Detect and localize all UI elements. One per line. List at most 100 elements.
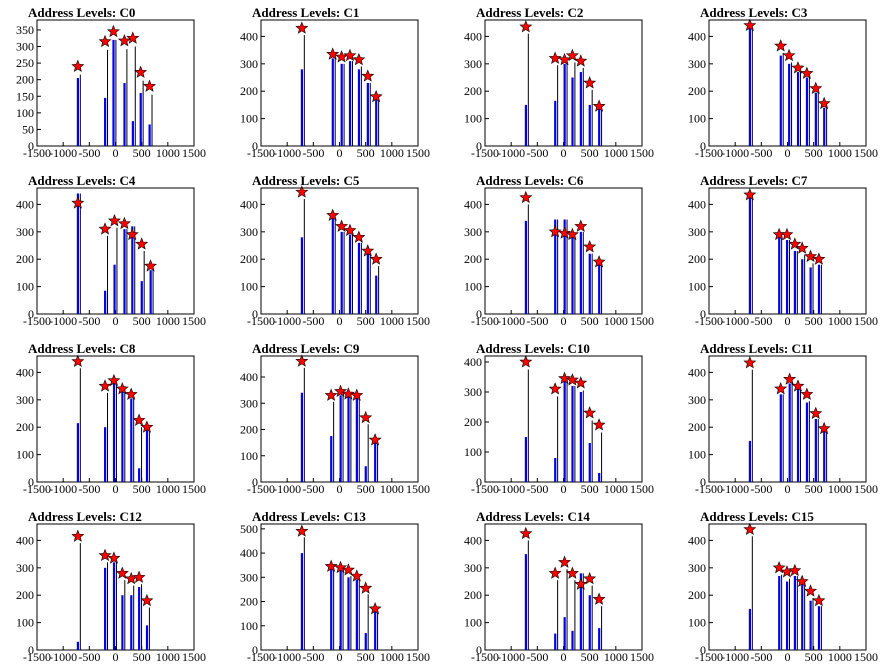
histogram-bar: [788, 63, 791, 146]
y-tick-label: 100: [240, 112, 258, 126]
peak-star-marker: [817, 96, 831, 110]
histogram-bar: [778, 576, 781, 650]
peak-star-marker: [350, 388, 364, 401]
peak-star-marker: [558, 226, 572, 239]
y-tick-label: 100: [464, 616, 482, 630]
y-tick-label: 300: [688, 57, 706, 71]
peak-star-marker: [574, 376, 588, 389]
x-tick-label: 500: [357, 314, 375, 328]
x-tick-label: -1000: [273, 146, 301, 160]
chart-panel-c13: 0 100 200 300 400 500 -1500 -1000 -500 0 500 1000 15…: [224, 504, 448, 672]
y-tick-label: 500: [240, 522, 258, 536]
histogram-bar: [131, 121, 134, 146]
y-tick-label: 100: [688, 112, 706, 126]
chart-title: Address Levels: C1: [252, 5, 360, 20]
y-tick-label: 0: [700, 139, 706, 153]
chart-svg: 0 50 100 150 200 250 300 350 -1500-1000 -500 0 500 1…: [16, 19, 206, 160]
peak-star-marker: [565, 373, 579, 386]
chart-panel-c9: 0 100 200 300 400 -1500 -1000 -500 0 500 1000 1500 A…: [224, 336, 448, 504]
peak-star-marker: [795, 241, 809, 254]
chart-title: Address Levels: C0: [28, 5, 136, 20]
x-tick-label: 500: [805, 314, 823, 328]
y-tick-label: 100: [464, 280, 482, 294]
peak-star-marker: [98, 548, 112, 562]
peak-star-marker: [295, 21, 309, 34]
y-tick-label: 400: [464, 355, 482, 369]
chart-title: Address Levels: C4: [28, 173, 136, 188]
x-tick-label: 0: [113, 482, 119, 496]
histogram-bar: [76, 78, 80, 146]
x-tick-label: 1500: [854, 146, 878, 160]
histogram-bar: [121, 595, 124, 650]
histogram-bar: [366, 83, 369, 146]
y-tick-label: 100: [688, 616, 706, 630]
y-tick-label: 100: [240, 449, 258, 463]
peak-star-marker: [335, 219, 349, 232]
x-tick-label: 1500: [630, 650, 654, 664]
y-tick-label: 200: [464, 588, 482, 602]
histogram-bar: [123, 83, 126, 146]
y-tick-label: 400: [16, 197, 34, 211]
x-tick-label: -1000: [49, 650, 77, 664]
histogram-bar: [563, 617, 566, 650]
peak-star-marker: [548, 225, 562, 238]
histogram-bar: [145, 625, 149, 650]
peak-star-marker: [795, 574, 809, 588]
histogram-bar: [588, 104, 591, 146]
peak-star-marker: [71, 196, 85, 209]
peak-star-marker: [809, 406, 823, 420]
x-tick-label: -1500: [695, 650, 723, 664]
peak-star-marker: [361, 244, 375, 257]
chart-svg: 0 100 200 300 400 -1500-1000 -500 0 500 1000 1500: [240, 185, 430, 328]
x-tick-label: 1000: [380, 146, 404, 160]
x-tick-label: -1000: [49, 314, 77, 328]
histogram-bar: [340, 231, 343, 314]
x-tick-label: 500: [357, 650, 375, 664]
histogram-bar: [571, 77, 574, 146]
peak-star-marker: [592, 99, 606, 112]
y-tick-label: 100: [464, 112, 482, 126]
chart-svg: 0 100 200 300 400 -1500-1000 -500 0 500 1000 1500: [688, 522, 878, 664]
x-tick-label: 1500: [630, 146, 654, 160]
histogram-bar: [779, 55, 782, 146]
x-tick-label: -500: [302, 314, 324, 328]
y-tick-label: 250: [16, 56, 34, 70]
peak-star-marker: [324, 559, 338, 572]
chart-svg: 0 100 200 300 400 -1500-1000 -500 0 500 1000 1500: [16, 523, 206, 664]
peak-star-marker: [71, 529, 85, 542]
chart-title: Address Levels: C10: [476, 341, 590, 356]
chart-panel-c14: 0 100 200 300 400 -1500 -1000 -500 0 500 1000 1500 A…: [448, 504, 672, 672]
histogram-bar: [793, 251, 797, 314]
y-tick-label: 300: [688, 561, 706, 575]
y-tick-label: 200: [240, 84, 258, 98]
histogram-bar: [76, 193, 80, 314]
histogram-bar: [130, 595, 133, 650]
histogram-bar: [140, 281, 143, 314]
histogram-bar: [788, 383, 791, 482]
x-tick-label: 500: [805, 482, 823, 496]
y-tick-label: 0: [28, 643, 34, 657]
x-tick-label: -1500: [247, 146, 275, 160]
y-tick-label: 100: [464, 445, 482, 459]
x-tick-label: -500: [526, 146, 548, 160]
y-tick-label: 400: [464, 197, 482, 211]
y-tick-label: 200: [688, 252, 706, 266]
peak-star-marker: [132, 570, 146, 583]
y-tick-label: 100: [240, 619, 258, 633]
y-tick-label: 100: [16, 106, 34, 120]
peak-star-marker: [565, 48, 579, 62]
x-tick-label: 500: [133, 482, 151, 496]
histogram-bar: [348, 234, 352, 314]
y-tick-label: 300: [464, 225, 482, 239]
peak-star-marker: [519, 526, 533, 540]
y-tick-label: 100: [240, 280, 258, 294]
y-tick-label: 100: [16, 280, 34, 294]
histogram-bar: [809, 267, 812, 314]
peak-star-marker: [341, 563, 355, 576]
histogram-bar: [300, 69, 304, 146]
peak-star-marker: [809, 81, 823, 94]
histogram-bar: [579, 231, 582, 314]
peak-star-marker: [106, 24, 120, 38]
peak-star-marker: [124, 387, 138, 400]
peak-star-marker: [583, 571, 597, 585]
